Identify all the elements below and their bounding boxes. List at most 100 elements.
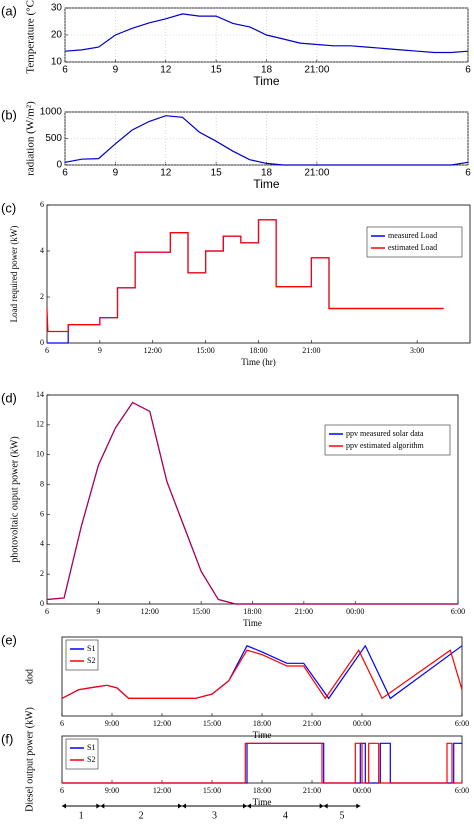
x-axis-label: Time [253,797,272,807]
x-tick-label: 12:00 [141,607,159,616]
interval-label: 1 [79,810,84,821]
series-line [46,401,458,605]
legend-label: ppv estimated algorithm [346,441,425,450]
panel-label: (e) [1,632,17,647]
arrow-head [178,803,182,809]
y-tick-label: 0 [40,338,44,347]
y-tick-label: 4 [40,539,44,548]
arrow-head [247,803,251,809]
y-axis-label: Diesel output power (kW) [24,707,35,812]
x-axis-label: Time [253,730,272,740]
arrow-head [100,803,105,809]
arrow-head [356,803,361,809]
x-tick-label: 00:00 [353,719,371,728]
x-tick-label: 21:00 [295,607,313,616]
arrow-head [96,803,101,809]
x-tick-label: 6 [60,719,64,728]
x-tick-label: 21:00 [302,346,320,355]
x-tick-label: 21:00 [304,65,329,76]
x-tick-label: 6 [45,607,49,616]
panel-label: (d) [1,390,17,405]
y-tick-label: 4 [40,246,44,255]
series-line [62,742,462,784]
panel-label: (c) [1,200,16,215]
y-tick-label: 2 [40,569,44,578]
y-tick-label: 10 [51,57,63,68]
arrow-head [319,803,324,809]
x-tick-label: 6 [60,786,64,795]
y-tick-label: 6 [40,200,44,209]
x-tick-label: 21:00 [303,786,321,795]
x-tick-label: 6 [465,65,471,76]
x-tick-label: 00:00 [346,607,364,616]
arrow-head [62,803,66,809]
y-axis-label: radiation (W/m²) [25,101,37,176]
y-tick-label: 500 [45,133,62,144]
x-tick-label: 12:00 [153,719,171,728]
y-tick-label: 2 [40,292,44,301]
series-line [46,219,444,333]
series-line [64,115,469,166]
x-tick-label: 12 [160,65,172,76]
x-tick-label: 9:00 [105,719,119,728]
x-tick-label: 6 [45,346,49,355]
series-line [61,644,463,700]
x-tick-label: 18:00 [249,346,267,355]
x-tick-label: 9:00 [105,786,119,795]
x-axis-label: Time [243,618,262,628]
x-tick-label: 12:00 [144,346,162,355]
x-tick-label: 3:00 [410,346,424,355]
x-tick-label: 18 [261,168,273,179]
x-tick-label: 00:00 [353,786,371,795]
y-tick-label: 14 [36,390,44,399]
x-tick-label: 12 [160,168,172,179]
legend-label: ppv measured solar data [346,429,424,438]
x-tick-label: 18:00 [243,607,261,616]
interval-label: 2 [139,810,144,821]
x-axis-label: Time [253,74,280,88]
legend-label: measured Load [388,231,437,240]
panel-label: (b) [1,107,17,122]
x-tick-label: 15 [211,65,223,76]
x-tick-label: 9 [113,65,119,76]
legend-label: estimated Load [388,243,437,252]
legend-label: S2 [87,656,95,665]
y-tick-label: 10 [36,450,44,459]
panel-label: (a) [1,3,17,18]
x-axis-label: Time (hr) [241,357,275,367]
x-tick-label: 18 [261,65,273,76]
y-tick-label: 20 [51,30,63,41]
y-tick-label: 0 [40,599,44,608]
x-tick-label: 6 [62,168,68,179]
interval-label: 5 [340,810,345,821]
x-tick-label: 15:00 [192,607,210,616]
y-axis-label: Temperature (°C) [25,0,37,74]
x-tick-label: 15:00 [203,786,221,795]
x-tick-label: 6:00 [455,786,469,795]
legend-box [65,639,99,671]
y-tick-label: 30 [51,3,63,14]
x-axis-label: Time [253,177,280,191]
arrow-head [182,803,186,809]
plot-frame [61,636,463,717]
x-tick-label: 6:00 [455,719,469,728]
arrow-head [323,803,328,809]
legend-box [366,226,463,258]
x-tick-label: 15:00 [197,346,215,355]
x-tick-label: 21:00 [304,168,329,179]
y-axis-label: Load required power (kW) [9,226,19,323]
y-tick-label: 0 [56,160,62,171]
legend-label: S2 [87,755,95,764]
y-tick-label: 1000 [40,107,63,118]
legend-label: S1 [87,743,95,752]
x-tick-label: 6 [465,168,471,179]
x-tick-label: 15 [211,168,223,179]
x-tick-label: 9 [96,607,100,616]
x-tick-label: 18:00 [253,719,271,728]
x-tick-label: 12:00 [153,786,171,795]
x-tick-label: 9 [113,168,119,179]
legend-label: S1 [87,644,95,653]
series-line [64,13,469,54]
series-line [61,649,463,700]
